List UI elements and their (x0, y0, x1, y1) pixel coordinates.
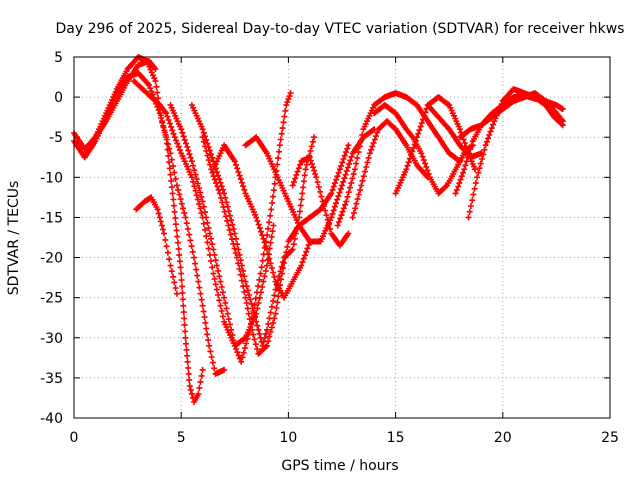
tick-labels: 0 5 10 15 20 25 5 0 -5 -10 -15 -20 -25 -30 -35 -40 (40, 50, 619, 446)
y-tick-label: 5 (54, 50, 63, 66)
x-tick-label: 20 (494, 430, 512, 446)
y-tick-label: -10 (40, 170, 63, 186)
data-points (456, 92, 566, 141)
y-tick-label: -20 (40, 251, 63, 267)
y-tick-label: -15 (40, 210, 63, 226)
y-tick-label: -35 (40, 371, 63, 387)
data-points (289, 154, 352, 249)
series-arc-13 (349, 118, 431, 221)
y-tick-label: -40 (40, 411, 63, 427)
plot-frame (73, 56, 611, 419)
data-points (188, 102, 318, 349)
y-axis-label: SDTVAR / TECUs (6, 181, 22, 296)
data-points (81, 54, 228, 377)
series-arc-19 (456, 92, 566, 141)
y-tick-label: -5 (49, 130, 63, 146)
x-axis-label: GPS time / hours (281, 458, 398, 474)
data-points (334, 90, 463, 229)
data-points (133, 194, 180, 297)
x-tick-label: 0 (70, 430, 79, 446)
series-arc-5 (167, 90, 294, 365)
series-arc-6 (188, 102, 318, 349)
series-arc-9 (242, 126, 378, 245)
x-tick-label: 5 (177, 430, 186, 446)
y-tick-label: -30 (40, 331, 63, 347)
series-arc-4 (131, 78, 277, 349)
data-points (131, 78, 277, 349)
chart-title: Day 296 of 2025, Sidereal Day-to-day VTE… (56, 21, 625, 37)
y-tick-label: -25 (40, 291, 63, 307)
x-tick-label: 15 (387, 430, 405, 446)
series-arc-3 (81, 54, 228, 377)
data-points (210, 142, 313, 301)
data-points (167, 90, 294, 365)
series-arc-10 (133, 194, 180, 297)
x-tick-label: 25 (601, 430, 619, 446)
y-tick-label: 0 (54, 90, 63, 106)
series-arc-11 (289, 154, 352, 249)
series-arc-12 (334, 90, 463, 229)
x-tick-label: 10 (279, 430, 297, 446)
data-points (349, 118, 431, 221)
series-arc-8 (210, 142, 313, 301)
data-points (242, 126, 378, 245)
